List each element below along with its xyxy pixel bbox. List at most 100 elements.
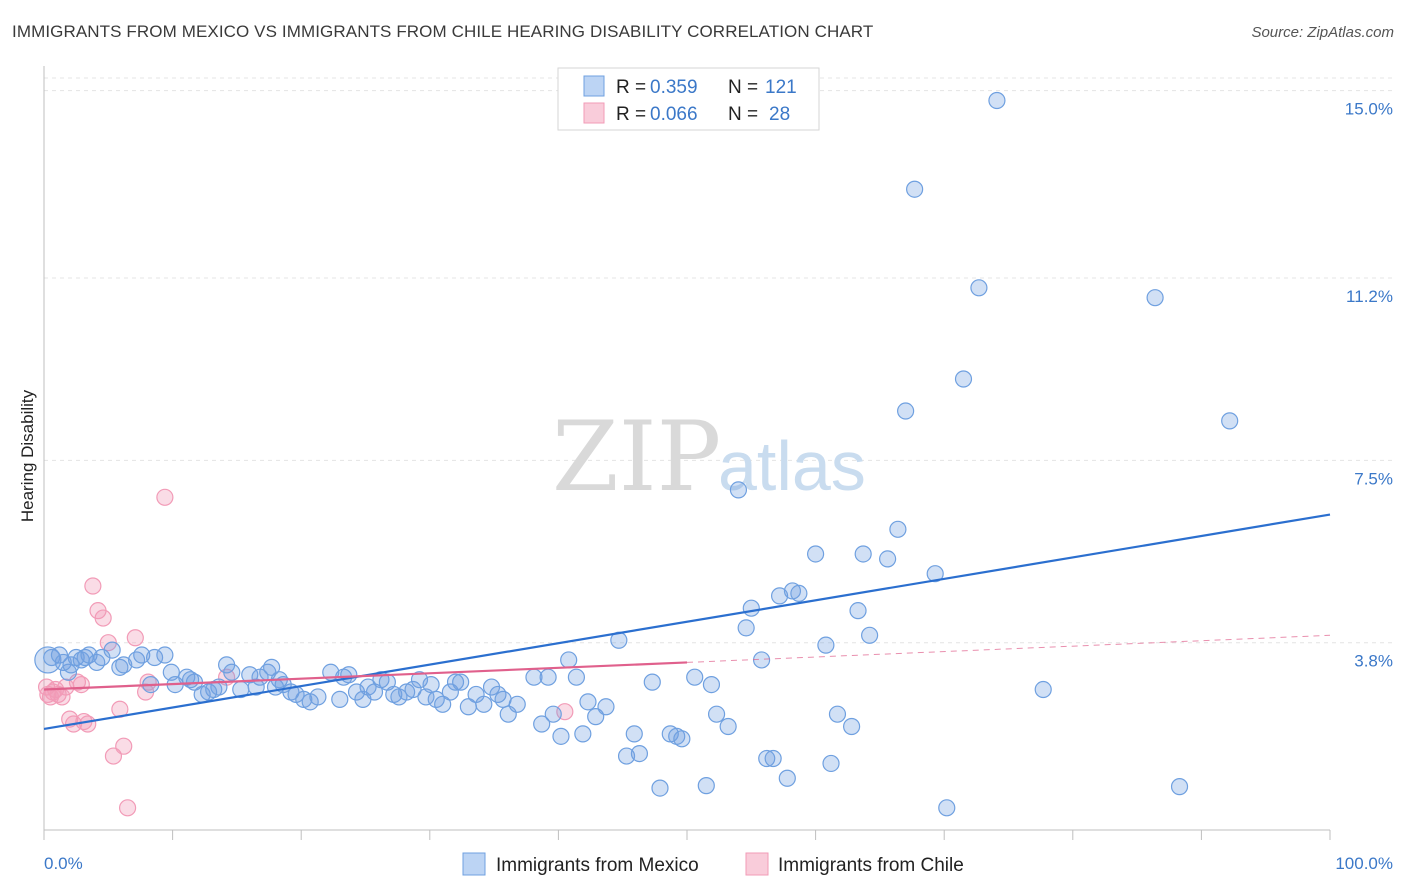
chile-point bbox=[115, 737, 133, 755]
mexico-point bbox=[651, 779, 669, 797]
mexico-n-value: 121 bbox=[765, 77, 797, 98]
mexico-point bbox=[970, 279, 988, 297]
mexico-point bbox=[707, 705, 726, 723]
mexico-point bbox=[790, 584, 808, 603]
mexico-point bbox=[770, 587, 789, 605]
mexico-point bbox=[552, 727, 570, 745]
mexico-point bbox=[309, 688, 327, 706]
chile-point bbox=[118, 799, 137, 817]
mexico-point bbox=[115, 656, 133, 674]
mexico-point bbox=[247, 678, 265, 696]
chile-trend-line bbox=[43, 661, 688, 691]
mexico-point bbox=[849, 602, 867, 620]
mexico-point bbox=[817, 636, 835, 654]
mexico-point bbox=[758, 749, 776, 768]
mexico-r-label: R = bbox=[616, 77, 646, 98]
mexico-point bbox=[1146, 289, 1164, 307]
mexico-point bbox=[861, 626, 879, 644]
chile-point bbox=[94, 609, 112, 627]
mexico-point bbox=[574, 725, 592, 743]
mexico-point bbox=[452, 673, 470, 691]
mexico-point bbox=[643, 673, 661, 691]
mexico-point bbox=[533, 715, 551, 733]
mexico-point bbox=[263, 658, 281, 676]
mexico-point bbox=[544, 705, 562, 723]
mexico-point bbox=[897, 402, 915, 420]
mexico-trend-line bbox=[43, 513, 1331, 731]
mexico-point bbox=[539, 668, 557, 686]
chile-point bbox=[84, 577, 102, 595]
mexico-n-label: N = bbox=[728, 77, 758, 98]
mexico-point bbox=[702, 675, 721, 694]
mexico-point bbox=[697, 777, 715, 795]
mexico-point bbox=[446, 673, 465, 691]
mexico-point bbox=[103, 641, 121, 659]
x-ticks bbox=[43, 830, 1331, 840]
mexico-point bbox=[926, 565, 944, 583]
mexico-point bbox=[806, 545, 825, 563]
mexico-point bbox=[34, 646, 62, 674]
trend-lines bbox=[43, 513, 1331, 731]
mexico-point bbox=[1221, 412, 1239, 430]
mexico-point bbox=[579, 693, 597, 711]
mexico-point bbox=[331, 690, 349, 708]
mexico-point bbox=[340, 666, 358, 684]
mexico-point bbox=[673, 730, 691, 748]
mexico-point bbox=[560, 651, 578, 669]
mexico-point bbox=[145, 648, 164, 667]
series-legend: Immigrants from Mexico Immigrants from C… bbox=[462, 852, 964, 876]
mexico-point bbox=[1034, 680, 1052, 699]
mexico-point bbox=[889, 520, 907, 538]
watermark-zip: ZIP bbox=[552, 401, 721, 513]
mexico-point bbox=[567, 668, 586, 686]
mexico-series-label: Immigrants from Mexico bbox=[496, 855, 699, 876]
mexico-point bbox=[828, 705, 847, 723]
mexico-point bbox=[906, 180, 924, 198]
x-tick-label-max: 100.0% bbox=[1335, 854, 1393, 873]
mexico-point bbox=[954, 370, 973, 388]
y-tick-labels: 3.8% 7.5% 11.2% 15.0% bbox=[1345, 100, 1393, 671]
mexico-point bbox=[617, 747, 636, 765]
mexico-point bbox=[630, 744, 649, 763]
chart-title: IMMIGRANTS FROM MEXICO VS IMMIGRANTS FRO… bbox=[12, 22, 874, 41]
mexico-point bbox=[1170, 778, 1189, 796]
chile-point bbox=[79, 715, 97, 733]
mexico-point bbox=[127, 651, 146, 669]
chile-trend-extension bbox=[686, 634, 1331, 663]
chile-points bbox=[37, 488, 574, 817]
mexico-point bbox=[822, 754, 840, 773]
gridlines bbox=[44, 77, 1393, 644]
chile-legend-swatch bbox=[583, 102, 605, 124]
mexico-point bbox=[854, 545, 872, 563]
mexico-point bbox=[778, 769, 796, 787]
mexico-point bbox=[156, 646, 174, 664]
y-axis-title: Hearing Disability bbox=[18, 389, 37, 522]
mexico-r-value: 0.359 bbox=[650, 77, 698, 98]
mexico-point bbox=[489, 685, 507, 704]
chile-series-label: Immigrants from Chile bbox=[778, 855, 964, 876]
mexico-point bbox=[729, 481, 748, 499]
watermark-atlas: atlas bbox=[718, 427, 866, 505]
chile-point bbox=[156, 488, 174, 506]
chile-r-value: 0.066 bbox=[650, 104, 698, 125]
mexico-series-swatch bbox=[462, 852, 486, 876]
mexico-point bbox=[742, 599, 760, 617]
source-label: Source: ZipAtlas.com bbox=[1251, 24, 1394, 41]
mexico-point bbox=[686, 668, 704, 686]
mexico-point bbox=[508, 695, 526, 713]
mexico-point bbox=[223, 663, 241, 681]
mexico-point bbox=[475, 695, 493, 713]
mexico-point bbox=[764, 749, 782, 768]
mexico-point bbox=[88, 653, 106, 672]
x-tick-label-min: 0.0% bbox=[44, 854, 83, 873]
y-tick-label: 7.5% bbox=[1354, 469, 1393, 488]
y-tick-label: 11.2% bbox=[1346, 287, 1393, 306]
mexico-point bbox=[938, 799, 956, 817]
y-tick-label: 3.8% bbox=[1354, 652, 1393, 671]
mexico-point bbox=[879, 550, 897, 568]
mexico-point bbox=[988, 91, 1006, 110]
chile-n-value: 28 bbox=[769, 104, 790, 125]
mexico-point bbox=[434, 695, 452, 713]
chile-r-label: R = bbox=[616, 104, 646, 125]
